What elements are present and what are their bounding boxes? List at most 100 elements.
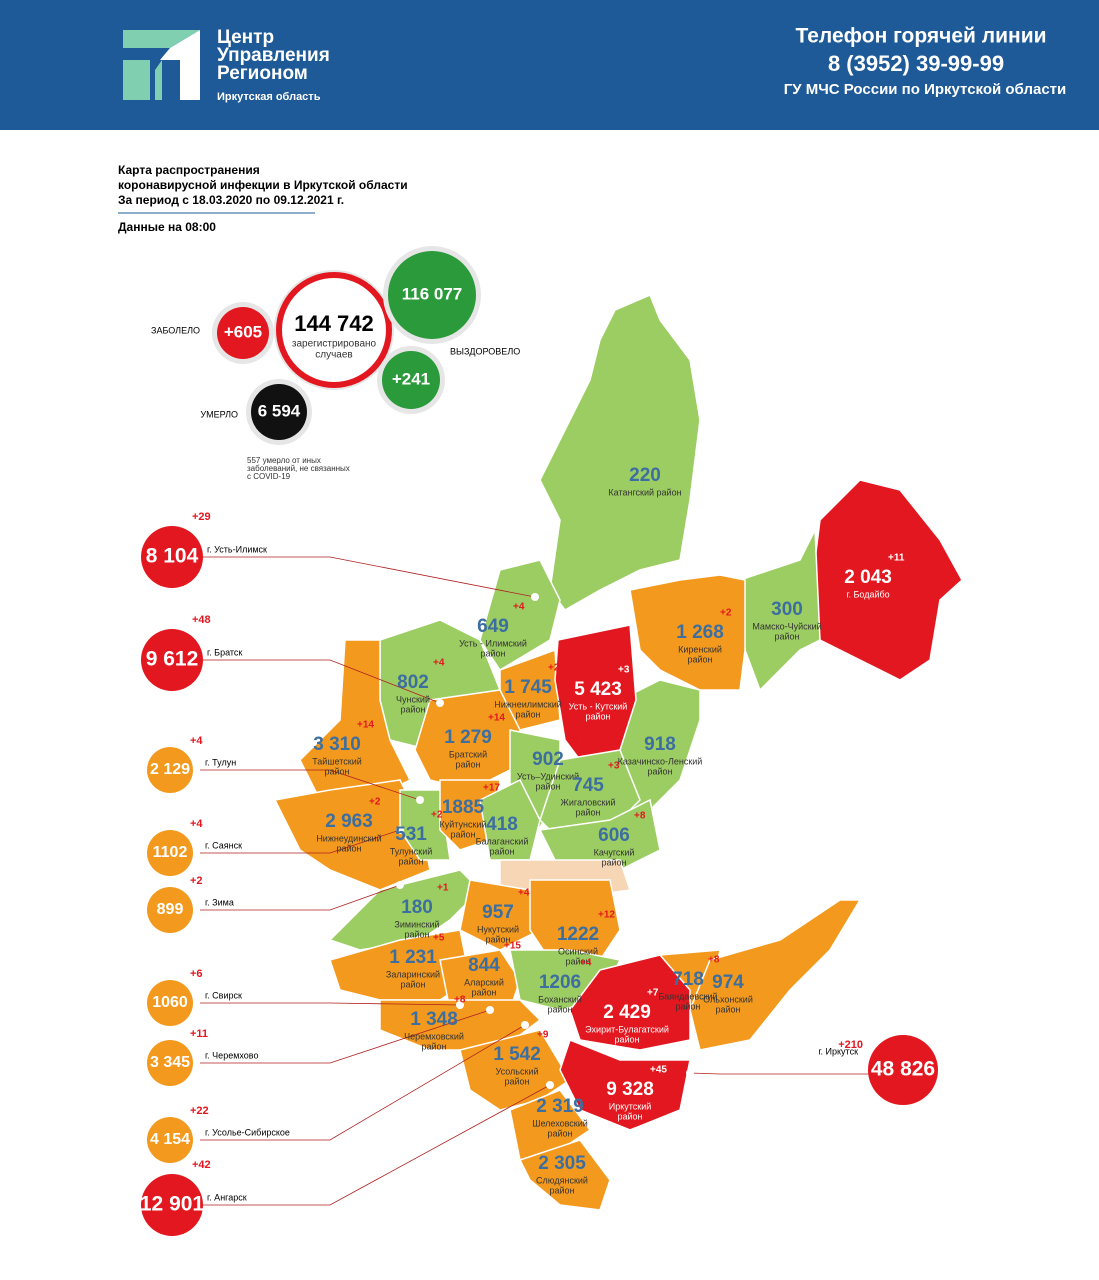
- note: с COVID-19: [247, 472, 291, 481]
- district-name: Нижнеилимский: [494, 699, 562, 709]
- district-name: Качугский: [594, 847, 635, 857]
- city-bubble: [147, 980, 193, 1026]
- district-name: район: [601, 857, 626, 867]
- district-count: 1 268: [676, 622, 724, 643]
- district-delta: +1: [437, 883, 449, 894]
- district-delta: +14: [357, 720, 374, 731]
- leader-dot: [546, 1081, 554, 1089]
- district-name: район: [675, 1001, 700, 1011]
- district-delta: +2: [548, 663, 560, 674]
- died: 6 594: [258, 401, 301, 420]
- district-name: район: [455, 759, 480, 769]
- city-name: г. Иркутск: [818, 1046, 858, 1056]
- district-count: 1885: [442, 797, 485, 818]
- district-name: район: [515, 709, 540, 719]
- leader-line: [200, 1024, 526, 1141]
- district-name: Киренский: [678, 644, 722, 654]
- district-name: район: [450, 829, 475, 839]
- district-count: 1 231: [389, 947, 437, 968]
- district-name: Усть - Кутский: [569, 701, 628, 711]
- logo-mark: [123, 30, 200, 100]
- leader-line: [200, 884, 401, 911]
- city-count: 12 901: [140, 1193, 205, 1216]
- city-count: 3 345: [150, 1054, 190, 1071]
- logo-text: Центр: [217, 27, 274, 48]
- district-name: Тулунский: [390, 846, 433, 856]
- district-delta: +2: [720, 608, 732, 619]
- district-name: Братский: [449, 749, 487, 759]
- note: 557 умерло от иных: [247, 456, 321, 465]
- city-delta: +4: [190, 735, 203, 747]
- stat-circle: [276, 272, 392, 388]
- district-delta: +9: [537, 1030, 549, 1041]
- city-name: г. Братск: [207, 647, 242, 657]
- district-count: 2 305: [538, 1153, 586, 1174]
- district-delta: +8: [634, 811, 646, 822]
- label: ЗАБОЛЕЛО: [151, 325, 200, 335]
- hotline-phone: 8 (3952) 39-99-99: [828, 51, 1004, 76]
- district-count: 606: [598, 825, 630, 846]
- district-name: район: [585, 711, 610, 721]
- district-name: район: [575, 807, 600, 817]
- district-delta: +45: [650, 1065, 667, 1076]
- district-name: район: [687, 654, 712, 664]
- district-count: 1206: [539, 972, 581, 993]
- city-name: г. Свирск: [205, 990, 242, 1000]
- district-name: Заларинский: [386, 969, 440, 979]
- district-delta: +17: [580, 1082, 597, 1093]
- city-bubble: [141, 526, 203, 588]
- district-name: Баяндаевский: [658, 991, 717, 1001]
- city-delta: +29: [192, 511, 211, 523]
- title: коронавирусной инфекции в Иркутской обла…: [118, 178, 408, 192]
- district-count: 802: [397, 672, 429, 693]
- district-name: Катангский район: [608, 487, 681, 497]
- recovered-new: +241: [392, 369, 430, 388]
- district-delta: +4: [513, 602, 525, 613]
- district-count: 2 319: [536, 1096, 584, 1117]
- district-name: район: [614, 1034, 639, 1044]
- city-name: г. Ангарск: [207, 1192, 247, 1202]
- city-bubble: [147, 830, 193, 876]
- hotline-org: ГУ МЧС России по Иркутской области: [784, 81, 1066, 98]
- district-name: Шелеховский: [532, 1118, 588, 1128]
- district-delta: +8: [568, 735, 580, 746]
- district-count: 745: [572, 775, 604, 796]
- city-name: г. Тулун: [205, 757, 236, 767]
- district-name: Тайшетский: [312, 756, 362, 766]
- district-delta: +8: [454, 995, 466, 1006]
- district-name: Казачинско-Ленский: [618, 756, 703, 766]
- district-delta: +14: [488, 713, 505, 724]
- district-count: 531: [395, 824, 427, 845]
- city-name: г. Саянск: [205, 840, 242, 850]
- district-name: район: [504, 1076, 529, 1086]
- district-delta: +4: [433, 658, 445, 669]
- city-count: 899: [157, 901, 184, 918]
- district-name: Мамско-Чуйский: [752, 621, 821, 631]
- caption: зарегистрировано: [292, 339, 377, 350]
- district-name: район: [421, 1041, 446, 1051]
- district-name: Зиминский: [394, 919, 439, 929]
- district-count: 844: [468, 955, 500, 976]
- district-name: район: [549, 1185, 574, 1195]
- leader-line: [200, 769, 421, 801]
- stat-circle: [382, 351, 440, 409]
- leader-line: [200, 1002, 461, 1006]
- district-name: г. Бодайбо: [846, 589, 889, 599]
- map: [273, 294, 963, 1211]
- district-count: 1 279: [444, 727, 492, 748]
- recovered: 116 077: [402, 284, 463, 303]
- district-delta: +4: [580, 958, 592, 969]
- district-delta: +4: [518, 888, 530, 899]
- city-name: г. Усолье-Сибирское: [205, 1127, 290, 1137]
- city-bubble: [141, 1174, 203, 1236]
- district-delta: +11: [888, 553, 905, 564]
- district-name: район: [715, 1004, 740, 1014]
- city-count: 9 612: [146, 648, 199, 671]
- district-count: 220: [629, 465, 661, 486]
- city-count: 1102: [153, 844, 188, 861]
- leader-line: [202, 556, 536, 598]
- leader-dot: [436, 699, 444, 707]
- district-count: 9 328: [606, 1079, 654, 1100]
- district-name: Слюдянский: [536, 1175, 588, 1185]
